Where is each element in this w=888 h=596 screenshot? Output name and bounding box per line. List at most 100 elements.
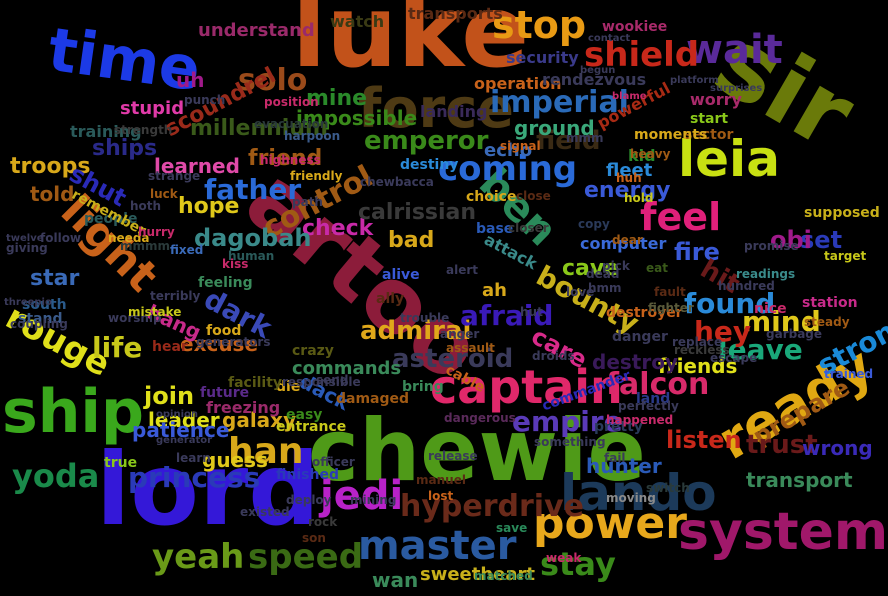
word: manuel <box>416 473 466 487</box>
word: bring <box>402 379 444 395</box>
word: security <box>506 48 579 67</box>
word: mmm <box>566 131 604 145</box>
word: path <box>292 195 323 209</box>
word: transport <box>746 468 853 492</box>
word: assault <box>446 341 495 355</box>
word: save <box>496 521 528 535</box>
word: start <box>690 111 729 127</box>
word: pick <box>602 259 630 273</box>
word: moving <box>606 491 656 505</box>
word: hyperdrive <box>400 489 584 524</box>
word: mistake <box>128 305 182 319</box>
word: south <box>22 297 67 313</box>
word: responsible <box>282 375 361 389</box>
word: weak <box>546 551 582 565</box>
word: dead <box>586 267 620 281</box>
word: landing <box>420 102 488 121</box>
word: friends <box>658 354 738 378</box>
word: lost <box>428 489 454 503</box>
word: mmmm <box>120 239 171 253</box>
word: luck <box>150 187 178 201</box>
word: lord <box>96 431 320 548</box>
word: impossible <box>296 106 418 130</box>
word: field <box>536 126 601 156</box>
word: crazy <box>292 343 334 359</box>
word: people <box>84 211 138 227</box>
word: threepio <box>4 297 52 308</box>
word: steady <box>804 315 850 329</box>
word: told <box>30 182 75 206</box>
word: princess <box>128 461 261 494</box>
word: ah <box>482 280 507 301</box>
word: system <box>678 502 888 562</box>
word: sector <box>684 127 734 143</box>
word: echo <box>484 140 533 161</box>
word: mine <box>306 86 368 111</box>
word: heavy <box>630 147 671 161</box>
word: feel <box>640 195 722 239</box>
word: fail <box>604 451 626 465</box>
word: leader <box>148 408 220 432</box>
word: send <box>316 373 349 387</box>
word: kid <box>628 146 656 165</box>
word: stop <box>492 3 587 47</box>
word: die <box>276 379 301 395</box>
word: coupling <box>10 317 68 331</box>
word: blame <box>612 91 647 102</box>
word: garbage <box>766 327 823 341</box>
word: captain <box>430 360 623 414</box>
word: station <box>802 295 858 311</box>
word: damaged <box>336 391 410 407</box>
word: true <box>104 455 138 471</box>
word: star <box>30 266 80 291</box>
word: future <box>200 385 250 401</box>
word: promise <box>744 239 799 253</box>
word: stay <box>540 545 616 583</box>
word: strength <box>114 123 173 137</box>
word: hey <box>694 315 752 348</box>
word: contact <box>588 33 631 44</box>
word: master <box>358 523 517 569</box>
word: galaxy <box>222 408 297 432</box>
word: join <box>144 382 195 410</box>
word: droids <box>532 349 575 363</box>
word: listen <box>666 426 742 454</box>
word: destroyer <box>606 305 683 321</box>
word: calrissian <box>358 200 477 225</box>
word: wookiee <box>602 19 668 35</box>
word: uh <box>176 68 205 92</box>
word: solo <box>238 63 308 98</box>
word: admiral <box>360 316 472 346</box>
word: found <box>684 287 776 320</box>
word: force <box>358 77 514 140</box>
word: platform <box>670 75 719 86</box>
word: speed <box>248 537 364 577</box>
word: finished <box>276 467 339 483</box>
word: guess <box>202 448 268 472</box>
word: begun <box>580 65 616 76</box>
word: wan <box>372 568 419 592</box>
word: hoth <box>130 199 162 213</box>
word: matched <box>474 569 533 583</box>
word: leave <box>718 333 803 366</box>
word: fleet <box>606 160 653 181</box>
word: choice <box>466 189 517 205</box>
word: shield <box>584 35 700 75</box>
word: chewie <box>308 401 646 501</box>
word: yeah <box>152 537 245 577</box>
word: opinion <box>156 409 198 420</box>
word: close <box>516 189 551 203</box>
word: anger <box>440 327 480 341</box>
word: stupid <box>120 98 185 119</box>
word: life <box>92 331 143 364</box>
word: friendly <box>290 169 343 183</box>
word: destroy <box>592 350 678 374</box>
word: hurry <box>138 225 175 239</box>
word: fixed <box>170 243 204 257</box>
word: understand <box>198 20 315 41</box>
word: fault <box>654 285 686 299</box>
word: switch <box>646 481 690 495</box>
word: energy <box>584 178 671 203</box>
word: obi <box>770 226 812 254</box>
word: terribly <box>150 289 201 303</box>
